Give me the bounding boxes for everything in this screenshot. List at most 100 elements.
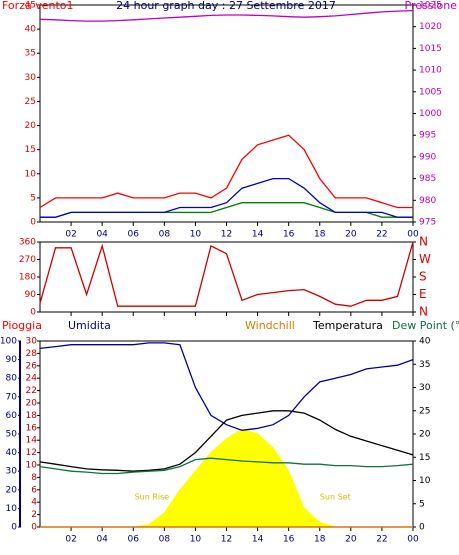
y-tick-label: 15 bbox=[419, 453, 430, 463]
legend-label: Umidita bbox=[68, 319, 111, 332]
y-tick-label: 10 bbox=[6, 504, 18, 514]
y-tick-label: 12 bbox=[26, 448, 37, 458]
x-tick-label: 10 bbox=[190, 230, 202, 240]
x-tick-label: 16 bbox=[283, 535, 295, 545]
line bbox=[39, 410, 414, 472]
y-tick-label: 18 bbox=[26, 411, 38, 421]
y-tick-label: 0 bbox=[30, 218, 36, 228]
x-tick-label: 08 bbox=[159, 535, 171, 545]
y-tick-label: 40 bbox=[419, 337, 431, 347]
x-tick-label: 10 bbox=[190, 535, 202, 545]
y-tick-label: 15 bbox=[25, 145, 36, 155]
y-tick-label: 20 bbox=[6, 485, 18, 495]
x-tick-label: 04 bbox=[96, 230, 108, 240]
x-tick-label: 12 bbox=[221, 535, 232, 545]
x-tick-label: 02 bbox=[65, 535, 76, 545]
y-tick-label: 90 bbox=[6, 355, 18, 365]
annotation: Sun Rise bbox=[135, 492, 170, 501]
y-tick-label: 50 bbox=[6, 430, 18, 440]
y-tick-label: 985 bbox=[419, 174, 436, 184]
y-tick-label: 30 bbox=[419, 383, 431, 393]
y-tick-label: N bbox=[419, 305, 428, 319]
x-tick-label: 06 bbox=[128, 535, 140, 545]
line bbox=[39, 241, 414, 307]
y-tick-label: 360 bbox=[19, 238, 36, 248]
y-tick-label: 1015 bbox=[419, 44, 442, 54]
y-tick-label: 16 bbox=[26, 423, 38, 433]
x-tick-label: 20 bbox=[345, 535, 357, 545]
legend-label: Temperatura bbox=[312, 319, 383, 332]
y-tick-label: E bbox=[419, 287, 427, 301]
y-tick-label: 5 bbox=[419, 499, 425, 509]
y-tick-label: 45 bbox=[25, 1, 36, 11]
y-tick-label: 1005 bbox=[419, 87, 442, 97]
plot-area bbox=[39, 4, 414, 223]
y-tick-label: 995 bbox=[419, 131, 436, 141]
y-tick-label: 30 bbox=[26, 337, 38, 347]
y-tick-label: 2 bbox=[31, 510, 37, 520]
y-tick-label: 80 bbox=[6, 374, 18, 384]
x-tick-label: 00 bbox=[407, 535, 419, 545]
y-tick-label: 8 bbox=[31, 473, 37, 483]
y-tick-label: 30 bbox=[6, 467, 18, 477]
line bbox=[40, 177, 413, 218]
y-tick-label: 0 bbox=[31, 523, 37, 533]
y-tick-label: 980 bbox=[419, 196, 436, 206]
y-tick-label: 5 bbox=[30, 193, 36, 203]
legend-label: Pressione bbox=[405, 0, 458, 12]
x-tick-label: 12 bbox=[221, 230, 232, 240]
x-tick-label: 22 bbox=[376, 230, 387, 240]
y-tick-label: 40 bbox=[6, 448, 18, 458]
annotation: Sun Set bbox=[320, 492, 351, 501]
y-tick-label: 6 bbox=[31, 485, 37, 495]
y-tick-label: 1020 bbox=[419, 22, 442, 32]
y-tick-label: 28 bbox=[26, 349, 38, 359]
y-tick-label: 270 bbox=[19, 255, 36, 265]
legend-label: Forza vento1 bbox=[2, 0, 74, 12]
chart-title: 24 hour graph day : 27 Settembre 2017 bbox=[116, 0, 336, 12]
y-tick-label: 40 bbox=[25, 25, 37, 35]
y-tick-label: 35 bbox=[419, 360, 430, 370]
y-tick-label: 70 bbox=[6, 392, 18, 402]
y-tick-label: 60 bbox=[6, 411, 18, 421]
y-tick-label: 10 bbox=[26, 461, 38, 471]
line bbox=[39, 9, 414, 22]
y-tick-label: 1010 bbox=[419, 66, 442, 76]
x-tick-label: 00 bbox=[407, 230, 419, 240]
x-tick-label: 16 bbox=[283, 230, 295, 240]
legend-label: Dew Point (°C bbox=[392, 319, 459, 332]
y-tick-label: 0 bbox=[11, 523, 17, 533]
y-tick-label: 20 bbox=[419, 430, 431, 440]
x-tick-label: 06 bbox=[128, 230, 140, 240]
x-tick-label: 20 bbox=[345, 230, 357, 240]
x-tick-label: 18 bbox=[314, 535, 326, 545]
y-tick-label: S bbox=[419, 270, 427, 284]
y-tick-label: 90 bbox=[25, 290, 37, 300]
y-tick-label: 24 bbox=[26, 374, 38, 384]
y-tick-label: 10 bbox=[25, 169, 37, 179]
x-tick-label: 04 bbox=[96, 535, 108, 545]
x-tick-label: 14 bbox=[252, 535, 264, 545]
x-tick-label: 08 bbox=[159, 230, 171, 240]
x-tick-label: 22 bbox=[376, 535, 387, 545]
line bbox=[39, 134, 413, 209]
y-tick-label: 975 bbox=[419, 218, 436, 228]
y-tick-label: 180 bbox=[19, 273, 36, 283]
y-tick-label: 25 bbox=[25, 97, 36, 107]
y-tick-label: 1025 bbox=[419, 1, 442, 11]
x-tick-label: 02 bbox=[65, 230, 76, 240]
y-tick-label: 990 bbox=[419, 152, 436, 162]
y-tick-label: 26 bbox=[26, 361, 38, 371]
y-tick-label: 0 bbox=[419, 523, 425, 533]
legend-label: Pioggia bbox=[2, 319, 42, 332]
y-tick-label: N bbox=[419, 235, 428, 249]
y-tick-label: 4 bbox=[31, 498, 37, 508]
y-tick-label: 20 bbox=[26, 399, 38, 409]
plot-area bbox=[39, 241, 414, 313]
y-tick-label: 35 bbox=[25, 49, 36, 59]
legend-label: Windchill bbox=[245, 319, 295, 332]
y-tick-label: W bbox=[419, 252, 431, 266]
y-tick-label: 25 bbox=[419, 406, 430, 416]
y-tick-label: 0 bbox=[30, 308, 36, 318]
